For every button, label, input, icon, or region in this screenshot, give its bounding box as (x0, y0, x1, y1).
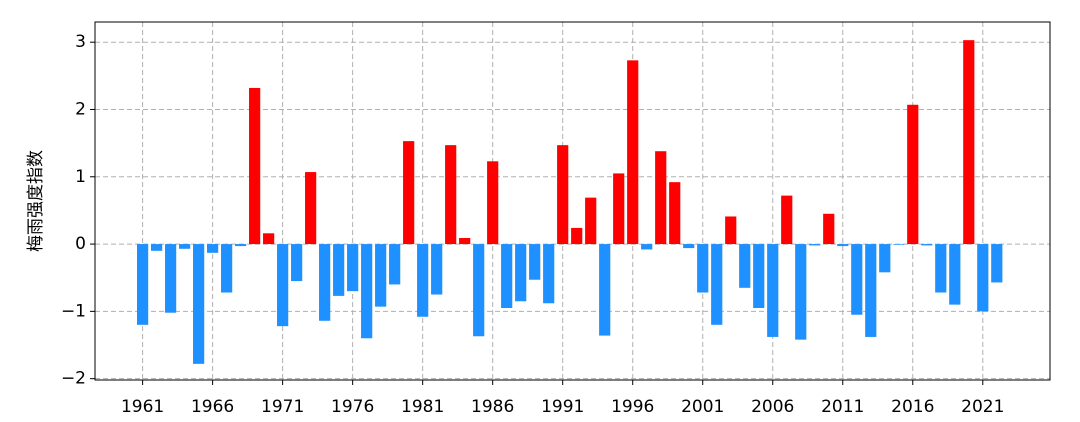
plot-frame (94, 21, 1051, 381)
bar (249, 87, 261, 245)
bar (851, 244, 863, 315)
x-tick-label: 1966 (191, 397, 234, 417)
bar (865, 244, 877, 337)
bar (473, 244, 485, 337)
bar (823, 213, 835, 245)
bar (683, 244, 695, 249)
bar (389, 244, 401, 285)
bar (137, 244, 149, 325)
bar (151, 244, 163, 251)
x-tick-label: 2006 (751, 397, 794, 417)
y-tick-label: 3 (75, 32, 86, 52)
bar (781, 195, 793, 245)
bar (305, 172, 317, 245)
bar (767, 244, 779, 337)
bar (613, 173, 625, 245)
bar (207, 244, 219, 253)
x-tick-label: 1976 (331, 397, 374, 417)
bar (809, 244, 821, 246)
x-tick-label: 2011 (821, 397, 864, 417)
bar (361, 244, 373, 339)
bar (739, 244, 751, 288)
x-tick-label: 2021 (961, 397, 1004, 417)
x-tick-label: 1986 (471, 397, 514, 417)
bar (921, 244, 933, 246)
bar (557, 145, 569, 245)
bar (893, 244, 905, 245)
y-tick-label: −2 (61, 369, 86, 389)
bar (515, 244, 527, 302)
bar (991, 244, 1003, 283)
bar (949, 244, 961, 305)
bar (935, 244, 947, 293)
bar (543, 244, 555, 304)
bar (165, 244, 177, 313)
bar (445, 145, 457, 245)
bar (599, 244, 611, 336)
bar (977, 244, 989, 312)
x-tick-label: 1996 (611, 397, 654, 417)
bar (627, 60, 639, 245)
bar (277, 244, 289, 327)
bar (291, 244, 303, 282)
bar (375, 244, 387, 307)
bar (333, 244, 345, 296)
y-axis-label: 梅雨强度指数 (26, 150, 46, 252)
bar (585, 197, 597, 245)
bar (697, 244, 709, 293)
bar (725, 216, 737, 245)
bar (907, 104, 919, 245)
bar (403, 141, 415, 245)
y-tick-label: 0 (75, 234, 86, 254)
y-tick-label: −1 (61, 301, 86, 321)
bar (179, 244, 191, 249)
bar (571, 227, 583, 245)
bar (417, 244, 429, 317)
x-tick-label: 1991 (541, 397, 584, 417)
bar (669, 182, 681, 245)
bar (501, 244, 513, 308)
bar (879, 244, 891, 273)
bar (193, 244, 205, 364)
bar (431, 244, 443, 295)
bar (459, 238, 471, 245)
bar (487, 161, 499, 245)
bar (963, 40, 975, 245)
bar (221, 244, 233, 293)
bar (263, 233, 275, 245)
x-tick-label: 2001 (681, 397, 724, 417)
bar (529, 244, 541, 280)
x-tick-label: 2016 (891, 397, 934, 417)
bar (753, 244, 765, 308)
bar (235, 244, 247, 247)
x-tick-label: 1961 (121, 397, 164, 417)
bar (655, 151, 667, 245)
x-tick-label: 1981 (401, 397, 444, 417)
bar (711, 244, 723, 325)
bar (641, 244, 653, 250)
bar (319, 244, 331, 321)
y-tick-label: 2 (75, 99, 86, 119)
x-tick-label: 1971 (261, 397, 304, 417)
y-tick-label: 1 (75, 167, 86, 187)
bar (795, 244, 807, 340)
bar (837, 244, 849, 247)
bar (347, 244, 359, 292)
